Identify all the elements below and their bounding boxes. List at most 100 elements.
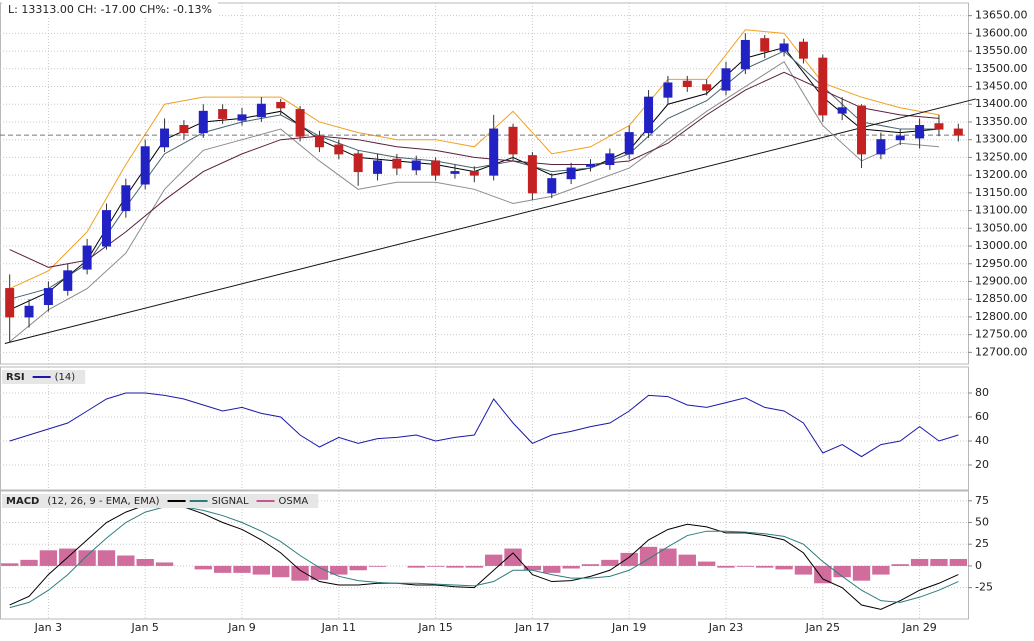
candle-body <box>915 125 925 139</box>
overlay-line <box>9 71 940 268</box>
candle-body <box>450 171 460 174</box>
y-tick-label: 13400.00 <box>975 97 1028 110</box>
indicator-line <box>9 392 959 458</box>
candle-body <box>663 82 673 98</box>
candle-body <box>508 126 518 155</box>
histogram-bar <box>523 565 542 571</box>
candle-body <box>121 185 131 212</box>
y-tick-label: 75 <box>975 494 989 507</box>
y-tick-label: 13350.00 <box>975 115 1028 128</box>
y-tick-label: 60 <box>975 410 989 423</box>
y-tick-label: 25 <box>975 537 989 550</box>
x-tick-label: Jan 19 <box>611 621 646 634</box>
candle-body <box>721 68 731 91</box>
histogram-bar <box>717 565 735 568</box>
y-tick-label: -25 <box>975 581 993 594</box>
x-tick-label: Jan 11 <box>321 621 356 634</box>
overlay-line <box>9 61 940 343</box>
y-tick-label: 13100.00 <box>975 204 1028 217</box>
histogram-bar <box>659 548 677 566</box>
y-tick-label: 13000.00 <box>975 239 1028 252</box>
histogram-bar <box>872 565 890 575</box>
y-tick-label: 13300.00 <box>975 133 1028 146</box>
histogram-bar <box>794 565 813 575</box>
header-background <box>2 2 218 17</box>
legend-background <box>2 494 319 508</box>
candle-body <box>353 153 363 173</box>
histogram-bar <box>504 548 522 566</box>
x-tick-label: Jan 17 <box>514 621 549 634</box>
panel-title: MACD <box>6 496 39 507</box>
candle-body <box>876 139 886 155</box>
candle-body <box>276 101 286 109</box>
candle-body <box>431 160 441 176</box>
y-tick-label: 0 <box>975 559 982 572</box>
candle-body <box>953 128 963 136</box>
candle-body <box>334 144 344 155</box>
candle-body <box>702 84 712 91</box>
legend-label: (12, 26, 9 - EMA, EMA) <box>47 496 159 507</box>
histogram-bar <box>833 565 851 578</box>
histogram-bar <box>581 564 600 566</box>
histogram-bar <box>891 564 909 566</box>
histogram-bar <box>446 565 464 568</box>
histogram-bar <box>465 565 483 568</box>
candle-body <box>5 288 15 318</box>
y-tick-label: 13200.00 <box>975 168 1028 181</box>
y-tick-label: 12800.00 <box>975 310 1028 323</box>
candle-body <box>237 114 247 121</box>
histogram-bar <box>736 565 755 567</box>
candle-body <box>585 164 595 167</box>
histogram-bar <box>852 565 871 581</box>
candle-body <box>295 109 305 137</box>
histogram-bar <box>233 565 251 573</box>
candle-body <box>179 125 189 134</box>
candle-body <box>489 128 499 176</box>
x-tick-label: Jan 25 <box>805 621 840 634</box>
histogram-bar <box>97 550 116 566</box>
histogram-bar <box>562 565 580 569</box>
histogram-bar <box>136 558 154 566</box>
histogram-bar <box>697 561 716 566</box>
candle-body <box>837 107 847 114</box>
y-tick-label: 12900.00 <box>975 274 1028 287</box>
y-tick-label: 12700.00 <box>975 345 1028 358</box>
y-tick-label: 13150.00 <box>975 186 1028 199</box>
histogram-bar <box>20 559 38 566</box>
histogram-bar <box>407 565 425 568</box>
candle-body <box>101 210 111 247</box>
y-tick-label: 13050.00 <box>975 221 1028 234</box>
candle-body <box>160 128 170 148</box>
candle-body <box>198 110 208 134</box>
y-tick-label: 80 <box>975 386 989 399</box>
candle-body <box>682 80 692 88</box>
histogram-bar <box>117 555 135 566</box>
x-tick-label: Jan 29 <box>901 621 936 634</box>
y-tick-label: 13550.00 <box>975 44 1028 57</box>
candle-body <box>256 103 266 118</box>
legend-label: (14) <box>55 372 76 383</box>
histogram-bar <box>949 558 967 566</box>
candle-body <box>392 158 402 169</box>
panel-frame <box>0 366 969 491</box>
y-tick-label: 12850.00 <box>975 292 1028 305</box>
legend-label: SIGNAL <box>212 496 249 507</box>
histogram-bar <box>213 565 232 573</box>
x-tick-label: Jan 9 <box>227 621 255 634</box>
candle-body <box>469 171 479 176</box>
candle-body <box>760 38 770 52</box>
histogram-bar <box>485 554 503 566</box>
candle-body <box>895 135 905 141</box>
histogram-bar <box>1 563 19 566</box>
candle-body <box>624 132 634 155</box>
y-tick-label: 13600.00 <box>975 26 1028 39</box>
overlay-line <box>9 29 940 290</box>
x-tick-label: Jan 23 <box>708 621 743 634</box>
y-tick-label: 50 <box>975 516 989 529</box>
candle-body <box>566 167 576 180</box>
histogram-bar <box>678 554 696 566</box>
histogram-bar <box>426 565 445 567</box>
candle-body <box>82 245 92 270</box>
candle-body <box>644 96 654 134</box>
